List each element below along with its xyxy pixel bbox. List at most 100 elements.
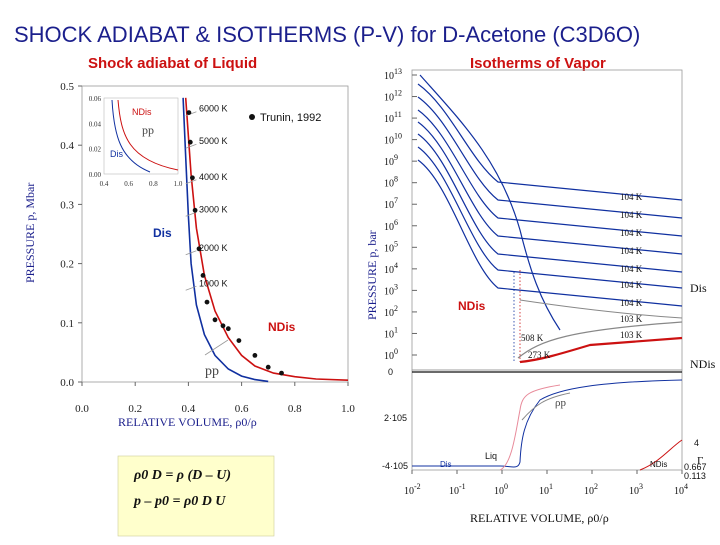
right-xtick-label: 10-1 — [449, 482, 466, 497]
left-dis-label: Dis — [153, 226, 172, 240]
inset-ytick-label: 0.00 — [89, 171, 102, 179]
gamma-tick-neg4e5: -4·105 — [382, 461, 408, 471]
right-ytick-label: 107 — [384, 196, 398, 211]
inset-ndis-curve — [117, 99, 179, 171]
right-xlabel: RELATIVE VOLUME, ρ0/ρ — [470, 511, 609, 525]
gamma-tick-2e5: 2·105 — [384, 413, 407, 423]
vapor-isotherm-label: 103 K — [620, 314, 643, 324]
gamma-ndis-label: NDis — [650, 460, 667, 469]
pp-pointer — [204, 339, 229, 356]
gamma-value-4: 4 — [694, 438, 699, 448]
isotherm-connector — [185, 179, 197, 185]
formula-1: ρ0 D = ρ (D – U) — [133, 468, 231, 483]
gamma-dis-label: Dis — [440, 460, 452, 469]
left-xtick-label: 0.4 — [182, 403, 196, 415]
right-chart-title: Isotherms of Vapor — [470, 55, 606, 72]
right-ytick-label: 1012 — [384, 89, 402, 104]
right-508k-label: 508 K — [521, 333, 544, 343]
left-pp-label: pp — [205, 364, 219, 379]
right-chart: Isotherms of Vapor 101310121011101010910… — [365, 55, 716, 525]
isotherm-label: 3000 K — [199, 204, 228, 214]
formula-2: p – p0 = ρ0 D U — [133, 494, 226, 509]
right-ytick-label: 105 — [384, 239, 398, 254]
right-ytick-label: 102 — [384, 304, 398, 319]
right-273k-label: 273 K — [528, 350, 551, 360]
inset-plot-area — [103, 97, 179, 175]
isotherm-label: 6000 K — [199, 104, 228, 114]
trunin-point — [252, 353, 258, 358]
left-ytick-label: 0.3 — [60, 199, 74, 211]
left-xtick-label: 0.6 — [235, 403, 249, 415]
vapor-isotherm-label: 104 K — [620, 264, 643, 274]
right-ytick-label: 100 — [384, 347, 398, 362]
inset-pp-label: pp — [142, 123, 154, 137]
isotherm-connector — [185, 250, 197, 256]
trunin-point — [186, 110, 192, 115]
left-ytick-label: 0.4 — [60, 140, 74, 152]
left-xtick-label: 1.0 — [341, 403, 355, 415]
right-ndis-side-label: NDis — [690, 357, 716, 371]
right-ytick-label: 1013 — [384, 67, 402, 82]
gamma-pink-curve — [499, 384, 561, 471]
inset-ytick-label: 0.02 — [89, 146, 102, 154]
gamma-dis-curve — [412, 379, 683, 468]
left-ylabel: PRESSURE p, Mbar — [23, 183, 37, 283]
right-gray-curve — [517, 321, 683, 359]
left-ytick-label: 0.5 — [60, 81, 74, 93]
trunin-point — [192, 207, 198, 213]
right-xtick-label: 102 — [584, 482, 598, 497]
trunin-point — [236, 338, 242, 343]
left-xlabel: RELATIVE VOLUME, ρ0/ρ — [118, 415, 257, 429]
left-dis-curve — [182, 97, 269, 383]
vapor-isotherm-label: 104 K — [620, 246, 643, 256]
gamma-value-0113: 0.113 — [684, 471, 706, 481]
main-title: SHOCK ADIABAT & ISOTHERMS (P-V) for D-Ac… — [14, 22, 640, 47]
right-xtick-label: 101 — [539, 482, 553, 497]
inset-xtick-label: 0.4 — [100, 180, 109, 188]
vapor-isotherm-curve — [417, 133, 683, 273]
vapor-isotherm-curve — [417, 159, 683, 307]
legend-marker — [249, 114, 255, 120]
legend-label: Trunin, 1992 — [260, 112, 321, 124]
right-xtick-label: 10-2 — [404, 482, 421, 497]
trunin-point — [204, 299, 210, 305]
right-dis-label: Dis — [690, 281, 707, 295]
left-chart-title: Shock adiabat of Liquid — [88, 55, 257, 72]
right-ylabel: PRESSURE p, bar — [365, 230, 379, 320]
trunin-point — [220, 323, 226, 329]
left-ndis-label: NDis — [268, 320, 296, 334]
gamma-plot-area — [411, 369, 683, 471]
vapor-isotherm-curve — [417, 121, 683, 255]
right-ytick-label: 1010 — [384, 132, 402, 147]
vapor-isotherm-label: 104 K — [620, 228, 643, 238]
inset-xtick-label: 0.6 — [124, 180, 133, 188]
vapor-isotherm-label: 104 K — [620, 280, 643, 290]
right-ytick-label: 101 — [384, 325, 398, 340]
trunin-point — [196, 246, 202, 252]
formula-box: ρ0 D = ρ (D – U) p – p0 = ρ0 D U — [117, 455, 275, 537]
vapor-main-curve — [419, 74, 561, 331]
vapor-isotherm-curve — [417, 146, 683, 289]
vapor-isotherm-label: 104 K — [620, 298, 643, 308]
right-xtick-label: 104 — [674, 482, 688, 497]
vapor-isotherm-label: 104 K — [620, 192, 643, 202]
isotherm-label: 1000 K — [199, 278, 228, 288]
vapor-gray-isotherm — [519, 299, 683, 319]
gamma-liq-label: Liq — [485, 451, 497, 461]
inset-dis-label: Dis — [110, 149, 123, 159]
isotherm-connector — [185, 143, 197, 149]
right-xtick-label: 103 — [629, 482, 643, 497]
inset-xtick-label: 0.8 — [149, 180, 158, 188]
isotherm-label: 2000 K — [199, 243, 228, 253]
gamma-rp-label: ρp — [555, 397, 566, 409]
vapor-isotherm-curve — [417, 96, 683, 219]
left-ytick-label: 0.2 — [60, 259, 74, 271]
left-ndis-curve — [184, 97, 349, 381]
gamma-gray-curve — [521, 392, 571, 421]
right-ytick-label: 108 — [384, 175, 398, 190]
right-ytick-label: 103 — [384, 282, 398, 297]
trunin-point — [212, 317, 218, 323]
trunin-point — [225, 326, 231, 332]
